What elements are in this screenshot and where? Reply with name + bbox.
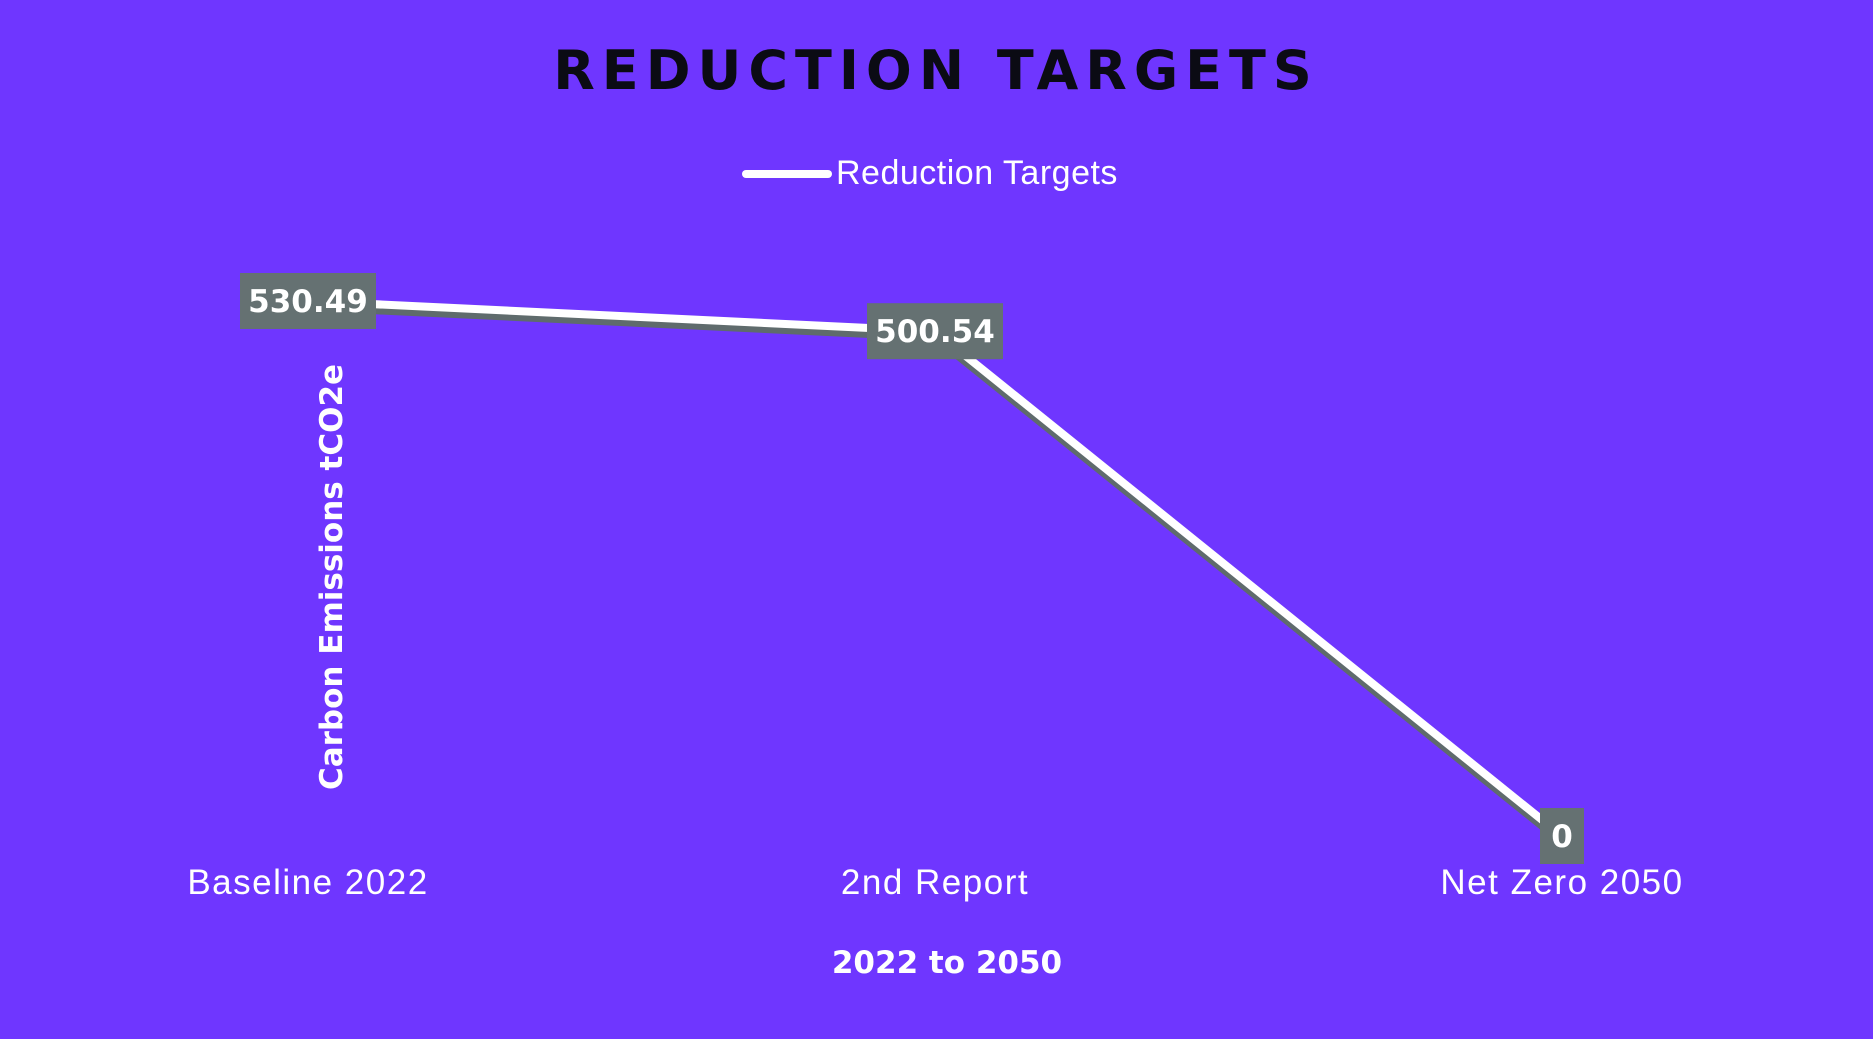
chart-title: REDUCTION TARGETS <box>553 39 1319 102</box>
data-label-box <box>240 273 376 329</box>
x-tick-label: 2nd Report <box>841 863 1029 902</box>
legend-label: Reduction Targets <box>836 154 1118 192</box>
data-label-1: 530.49 <box>240 273 376 329</box>
x-tick-label: Baseline 2022 <box>187 863 428 902</box>
x-axis-title: 2022 to 2050 <box>832 945 1062 981</box>
x-axis-ticks: Baseline 2022 2nd Report Net Zero 2050 <box>187 863 1683 902</box>
data-label-2: 500.54 <box>867 303 1003 360</box>
data-label-value: 530.49 <box>248 284 368 320</box>
data-label-box <box>867 303 1003 360</box>
data-labels: 530.49 500.54 0 <box>240 273 1584 864</box>
y-axis-title: Carbon Emissions tCO2e <box>314 364 350 790</box>
x-tick-label: Net Zero 2050 <box>1440 863 1683 902</box>
legend: Reduction Targets <box>742 154 1118 192</box>
data-label-value: 500.54 <box>875 314 995 350</box>
data-label-value: 0 <box>1551 819 1573 855</box>
data-label-3: 0 <box>1540 808 1584 864</box>
drop-lines <box>307 301 1563 836</box>
data-label-box <box>1540 808 1584 864</box>
